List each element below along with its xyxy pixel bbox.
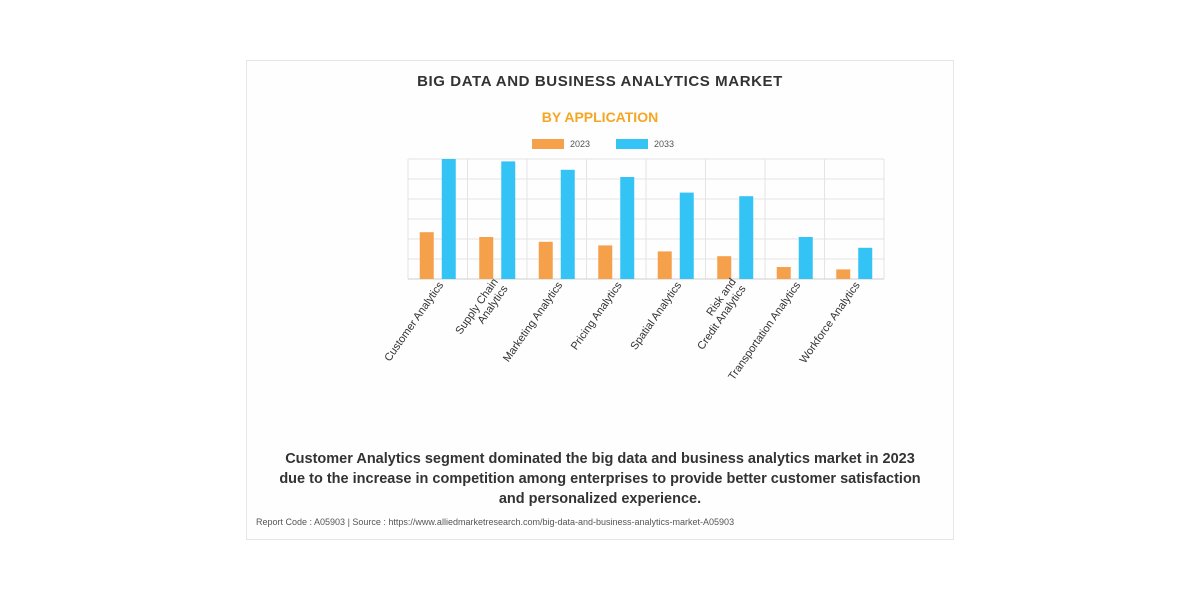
bar-chart: Customer Analytics Supply ChainAnalyticsM… [382,158,885,383]
bar-2033-workforce-analytics [858,247,873,279]
caption-line: due to the increase in competition among… [279,471,921,487]
x-tick-label: Pricing Analytics [569,279,625,352]
bar-2033-marketing-analytics [560,169,575,279]
chart-title: BIG DATA AND BUSINESS ANALYTICS MARKET [417,73,783,90]
bar-2033-pricing-analytics [620,177,635,279]
bar-2023-customer-analytics [419,232,434,279]
bar-2023-supply-chain-analytics [479,237,494,279]
bar-2023-transportation-analytics [776,267,791,279]
caption-line: and personalized experience. [498,491,702,507]
source-footer: Report Code : A05903 | Source : https://… [256,517,735,527]
bar-2023-risk-and-credit-analytics [717,256,732,279]
x-tick-label: Risk andCredit Analytics [685,276,748,352]
legend-swatch-2023 [532,139,564,149]
bar-2023-marketing-analytics [538,241,553,279]
chart-card: BIG DATA AND BUSINESS ANALYTICS MARKET B… [246,60,954,540]
x-tick-label: Spatial Analytics [628,279,684,352]
legend-label-2033: 2033 [654,139,675,149]
bar-2033-customer-analytics [441,159,456,279]
bar-2033-spatial-analytics [679,192,694,279]
x-tick-label: Supply ChainAnalytics [453,276,510,344]
chart-subtitle: BY APPLICATION [541,109,659,125]
bar-2033-risk-and-credit-analytics [739,196,754,279]
bar-2023-pricing-analytics [598,245,613,279]
x-tick-label: Workforce Analytics [798,279,863,365]
bar-2033-supply-chain-analytics [501,161,516,279]
bar-2033-transportation-analytics [798,237,813,279]
legend-swatch-2033 [616,139,649,149]
legend-label-2023: 2023 [570,139,591,149]
chart-caption: Customer Analytics segment dominated the… [247,449,953,509]
caption-line: Customer Analytics segment dominated the… [285,451,915,467]
chart-legend: 2023 2033 [532,139,674,149]
bar-2023-workforce-analytics [836,269,851,279]
x-tick-label: Customer Analytics [382,279,446,363]
x-tick-label: Marketing Analytics [501,279,565,364]
bar-2023-spatial-analytics [657,251,672,279]
